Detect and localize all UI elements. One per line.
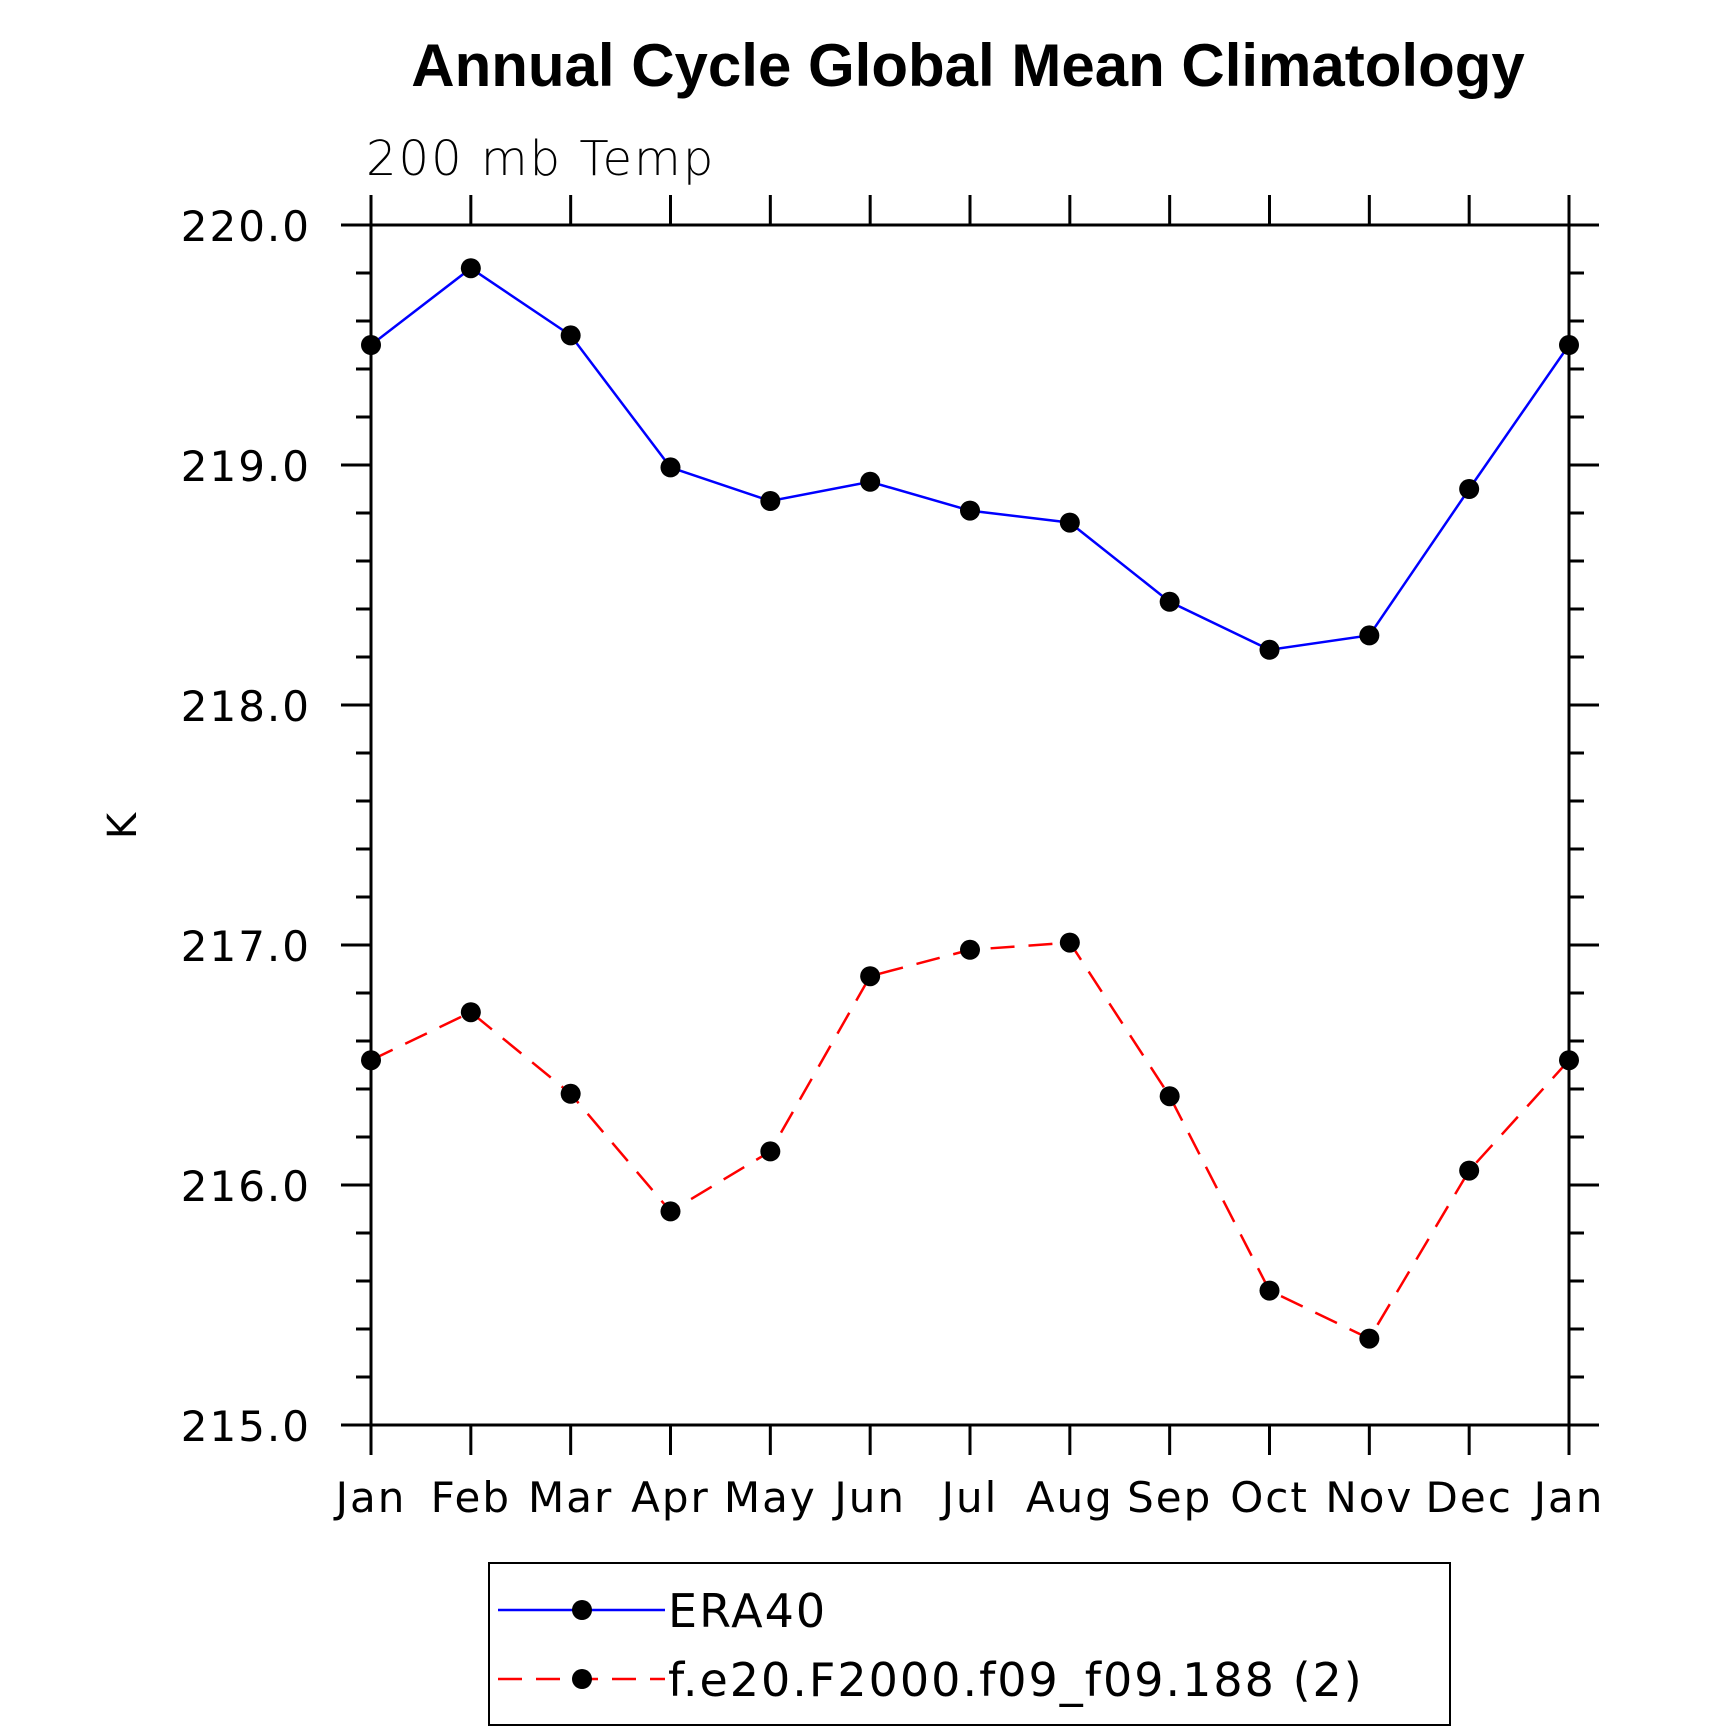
data-point xyxy=(1059,932,1080,953)
y-tick-label: 218.0 xyxy=(181,682,311,731)
data-point xyxy=(1259,639,1280,660)
data-point xyxy=(860,471,881,492)
series-line xyxy=(370,266,1571,652)
legend-marker xyxy=(572,1669,592,1689)
data-point xyxy=(1059,512,1080,533)
data-point xyxy=(1159,1086,1180,1107)
data-point xyxy=(361,335,381,355)
y-axis-label: K xyxy=(100,811,146,839)
x-tick-label: May xyxy=(724,1473,817,1522)
data-point xyxy=(361,1050,381,1071)
legend-marker xyxy=(572,1600,592,1620)
series-0 xyxy=(361,258,1579,660)
data-point xyxy=(1459,479,1480,499)
series-layer xyxy=(361,258,1579,1349)
data-point xyxy=(1359,625,1380,646)
x-tick-label: Sep xyxy=(1127,1473,1212,1522)
legend-label: ERA40 xyxy=(668,1584,827,1638)
data-point xyxy=(560,1083,581,1104)
legend-box xyxy=(488,1562,1451,1726)
y-tick-label: 220.0 xyxy=(181,202,311,251)
series-line xyxy=(370,941,1570,1341)
x-tick-label: Aug xyxy=(1026,1473,1114,1522)
data-point xyxy=(1459,1160,1480,1181)
chart-subtitle: 200 mb Temp xyxy=(366,131,715,187)
data-point xyxy=(760,491,781,511)
y-tick-label: 217.0 xyxy=(181,922,311,971)
legend: ERA40 f.e20.F2000.f09_f09.188 (2) xyxy=(488,1562,1451,1726)
data-point xyxy=(860,966,881,987)
x-tick-label: Jul xyxy=(939,1473,999,1522)
data-point xyxy=(960,939,980,960)
data-point xyxy=(1159,591,1180,612)
data-point xyxy=(660,457,681,478)
x-tick-label: Mar xyxy=(528,1473,613,1522)
x-tick-label: Dec xyxy=(1426,1473,1513,1522)
x-tick-label: Jan xyxy=(333,1473,407,1522)
x-tick-label: Jan xyxy=(1531,1473,1605,1522)
chart-title: Annual Cycle Global Mean Climatology xyxy=(411,32,1525,99)
legend-label: f.e20.F2000.f09_f09.188 (2) xyxy=(668,1653,1364,1707)
x-tick-label: Apr xyxy=(631,1473,710,1522)
y-tick-label: 215.0 xyxy=(181,1402,311,1451)
series-1 xyxy=(361,932,1579,1349)
axes: 215.0 216.0 217.0 218.0 219.0 220.0 Jan Feb Mar A… xyxy=(100,195,1605,1522)
data-point xyxy=(960,500,980,521)
y-tick-label: 219.0 xyxy=(181,442,311,491)
x-tick-label: Feb xyxy=(431,1473,511,1522)
data-point xyxy=(1559,335,1579,355)
x-tick-label: Jun xyxy=(831,1473,906,1522)
y-tick-label: 216.0 xyxy=(181,1162,311,1211)
data-point xyxy=(1259,1280,1280,1301)
data-point xyxy=(760,1141,781,1162)
x-tick-label: Nov xyxy=(1325,1473,1413,1522)
data-point xyxy=(460,1002,481,1023)
data-point xyxy=(460,258,481,279)
data-point xyxy=(560,325,581,346)
x-tick-label: Oct xyxy=(1230,1473,1309,1522)
data-point xyxy=(660,1201,681,1222)
data-point xyxy=(1359,1328,1380,1349)
data-point xyxy=(1559,1050,1579,1071)
